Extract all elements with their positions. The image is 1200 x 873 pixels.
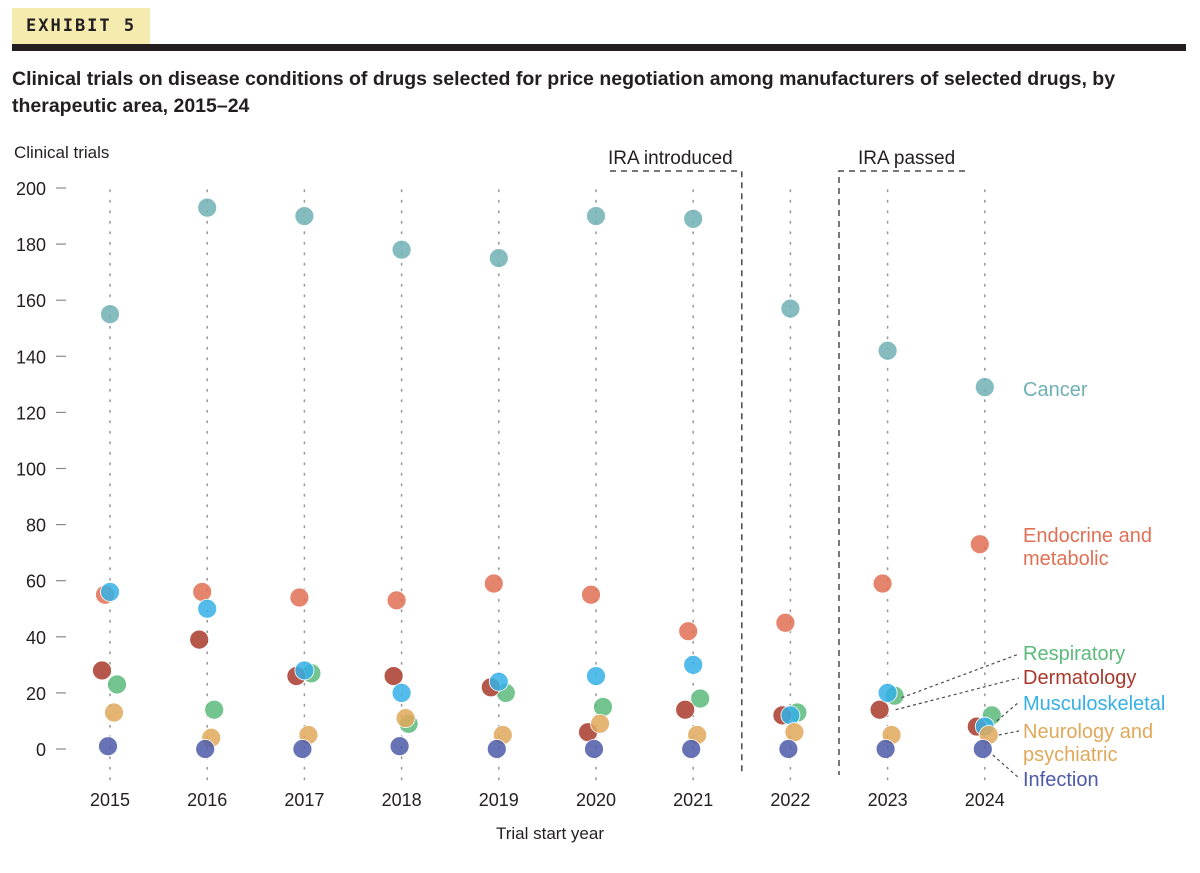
data-point <box>593 697 613 717</box>
data-point <box>581 584 601 605</box>
data-point <box>294 660 315 681</box>
legend-label: Endocrine and <box>1023 525 1152 547</box>
y-tick-label: 160 <box>16 291 46 311</box>
data-point <box>391 239 412 260</box>
data-point <box>681 739 702 759</box>
data-point <box>197 197 218 218</box>
data-point <box>488 248 509 269</box>
infection-leader-line <box>992 754 1020 779</box>
ira-introduced-label: IRA introduced <box>608 148 733 169</box>
exhibit-label: EXHIBIT 5 <box>26 16 137 36</box>
data-point <box>204 699 225 720</box>
x-axis-label: Trial start year <box>496 824 604 843</box>
data-point <box>780 298 801 319</box>
data-point <box>189 629 210 650</box>
data-point <box>590 713 610 734</box>
data-point <box>98 736 118 757</box>
data-point <box>974 377 995 398</box>
data-point <box>486 739 507 759</box>
data-point <box>391 683 412 703</box>
data-point <box>586 666 606 686</box>
data-point <box>294 206 315 226</box>
data-point <box>100 582 120 602</box>
y-tick-label: 60 <box>26 572 46 592</box>
data-point <box>195 739 216 759</box>
y-tick-label: 0 <box>36 740 46 760</box>
data-point <box>869 699 890 720</box>
y-axis-label: Clinical trials <box>14 143 109 162</box>
ira-passed-label: IRA passed <box>858 148 955 169</box>
data-point <box>675 699 696 720</box>
data-point <box>586 206 606 226</box>
legend-label: Musculoskeletal <box>1023 693 1165 715</box>
data-point <box>784 722 805 743</box>
chart-title: Clinical trials on disease conditions of… <box>12 68 1116 117</box>
data-point <box>877 683 898 703</box>
y-tick-label: 100 <box>16 460 46 480</box>
legend-label: metabolic <box>1023 548 1109 570</box>
legend-label: Cancer <box>1023 379 1088 401</box>
x-tick-label: 2022 <box>770 790 810 810</box>
data-point <box>584 739 604 759</box>
ira-passed-bracket <box>838 170 965 775</box>
data-point <box>683 208 704 229</box>
header-rule <box>12 44 1186 51</box>
data-point <box>395 708 416 729</box>
ira-introduced-bracket <box>610 170 743 775</box>
y-tick-label: 120 <box>16 403 46 423</box>
x-tick-label: 2018 <box>382 790 422 810</box>
x-tick-label: 2019 <box>479 790 519 810</box>
legend-label: Infection <box>1023 769 1099 791</box>
x-tick-label: 2023 <box>868 790 908 810</box>
y-tick-label: 20 <box>26 684 46 704</box>
data-point <box>292 739 313 759</box>
data-point <box>389 736 410 757</box>
x-tick-label: 2020 <box>576 790 616 810</box>
data-point <box>778 739 799 759</box>
data-point <box>197 598 218 619</box>
data-point <box>678 621 699 642</box>
data-point <box>775 612 796 633</box>
dermatology-leader-line <box>895 677 1020 711</box>
respiratory-leader-line <box>901 653 1020 699</box>
x-tick-label: 2016 <box>187 790 227 810</box>
data-point <box>100 304 120 325</box>
legend-label: Respiratory <box>1023 643 1125 665</box>
data-point <box>872 573 893 594</box>
exhibit-badge: EXHIBIT 5 <box>12 8 151 44</box>
legend-label: psychiatric <box>1023 744 1117 766</box>
data-point <box>92 660 112 681</box>
data-point <box>780 705 801 726</box>
data-point <box>690 688 711 709</box>
data-point <box>289 587 310 608</box>
y-tick-label: 40 <box>26 628 46 648</box>
legend-label: Neurology and <box>1023 721 1153 743</box>
y-tick-label: 80 <box>26 516 46 536</box>
x-tick-label: 2021 <box>673 790 713 810</box>
x-tick-label: 2024 <box>965 790 1005 810</box>
data-point <box>192 582 213 602</box>
data-point <box>972 739 993 759</box>
x-tick-label: 2017 <box>284 790 324 810</box>
data-point <box>877 340 898 361</box>
data-point <box>875 739 896 759</box>
y-tick-label: 180 <box>16 235 46 255</box>
data-point <box>969 534 990 555</box>
y-tick-label: 200 <box>16 179 46 199</box>
data-point <box>383 666 404 686</box>
data-point <box>386 590 407 611</box>
neurology-leader-line <box>998 730 1020 736</box>
data-point <box>483 573 504 594</box>
musculoskeletal-leader-line <box>996 701 1020 722</box>
legend-label: Dermatology <box>1023 667 1136 689</box>
data-point <box>488 671 509 692</box>
data-point <box>104 702 124 723</box>
data-point <box>683 654 704 675</box>
y-tick-label: 140 <box>16 347 46 367</box>
data-point <box>107 674 127 695</box>
x-tick-label: 2015 <box>90 790 130 810</box>
